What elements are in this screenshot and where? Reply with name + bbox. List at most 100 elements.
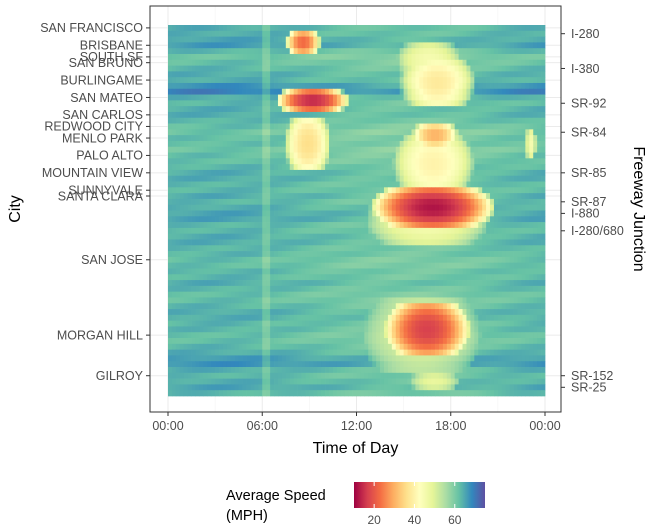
heatmap-cell xyxy=(466,111,471,119)
heatmap-cell xyxy=(199,146,204,153)
heatmap-cell xyxy=(423,59,428,66)
heatmap-cell xyxy=(325,88,330,95)
heatmap-cell xyxy=(266,274,271,281)
heatmap-cell xyxy=(321,111,326,119)
heatmap-cell xyxy=(383,146,389,153)
heatmap-cell xyxy=(360,297,365,304)
heatmap-cell xyxy=(254,146,259,153)
heatmap-cell xyxy=(419,222,424,229)
heatmap-cell xyxy=(446,146,452,153)
heatmap-cell xyxy=(501,59,507,66)
heatmap-cell xyxy=(325,280,330,287)
heatmap-cell xyxy=(340,129,346,136)
heatmap-cell xyxy=(258,100,263,107)
heatmap-cell xyxy=(482,94,487,101)
heatmap-cell xyxy=(285,140,291,148)
heatmap-cell xyxy=(222,251,228,258)
heatmap-cell xyxy=(266,204,271,211)
heatmap-cell xyxy=(391,140,397,148)
heatmap-cell xyxy=(517,88,522,95)
heatmap-cell xyxy=(219,251,224,258)
heatmap-cell xyxy=(168,245,173,252)
heatmap-cell xyxy=(395,152,401,159)
heatmap-cell xyxy=(329,152,334,159)
heatmap-cell xyxy=(285,285,291,293)
heatmap-cell xyxy=(501,129,507,136)
heatmap-cell xyxy=(423,111,428,119)
heatmap-cell xyxy=(478,204,483,211)
heatmap-cell xyxy=(250,239,255,246)
heatmap-cell xyxy=(344,129,349,136)
heatmap-cell xyxy=(415,222,420,229)
heatmap-cell xyxy=(187,291,192,298)
heatmap-cell xyxy=(222,135,228,142)
heatmap-cell xyxy=(238,309,243,316)
heatmap-cell xyxy=(474,280,479,287)
heatmap-cell xyxy=(533,123,538,130)
heatmap-cell xyxy=(344,262,349,269)
heatmap-cell xyxy=(364,164,369,171)
heatmap-cell xyxy=(219,193,224,200)
heatmap-cell xyxy=(537,216,542,223)
heatmap-cell xyxy=(340,146,346,153)
heatmap-cell xyxy=(364,285,369,293)
heatmap-cell xyxy=(250,245,255,252)
heatmap-cell xyxy=(497,204,503,211)
heatmap-cell xyxy=(317,169,322,177)
heatmap-cell xyxy=(274,106,279,113)
heatmap-cell xyxy=(407,77,412,84)
heatmap-cell xyxy=(356,181,361,188)
heatmap-cell xyxy=(454,303,459,310)
heatmap-cell xyxy=(525,48,530,55)
heatmap-cell xyxy=(517,152,522,159)
heatmap-cell xyxy=(234,193,240,200)
heatmap-cell xyxy=(403,262,408,269)
heatmap-cell xyxy=(497,181,503,188)
heatmap-cell xyxy=(340,25,346,32)
heatmap-cell xyxy=(407,245,412,252)
heatmap-cell xyxy=(411,30,416,37)
heatmap-cell xyxy=(207,239,212,246)
heatmap-cell xyxy=(501,233,507,240)
heatmap-cell xyxy=(270,216,275,223)
heatmap-cell xyxy=(356,193,361,200)
heatmap-cell xyxy=(238,158,243,165)
heatmap-cell xyxy=(293,59,298,66)
heatmap-cell xyxy=(254,135,259,142)
heatmap-cell xyxy=(207,309,212,316)
heatmap-cell xyxy=(230,129,236,136)
heatmap-cell xyxy=(344,320,349,327)
heatmap-cell xyxy=(242,198,247,206)
heatmap-cell xyxy=(541,297,546,304)
heatmap-cell xyxy=(277,59,283,66)
heatmap-cell xyxy=(399,36,404,43)
heatmap-cell xyxy=(509,65,514,72)
heatmap-cell xyxy=(427,245,432,252)
heatmap-cell xyxy=(497,77,503,84)
heatmap-cell xyxy=(199,239,204,246)
heatmap-cell xyxy=(195,82,200,90)
heatmap-cell xyxy=(391,285,397,293)
heatmap-cell xyxy=(168,94,173,101)
heatmap-cell xyxy=(242,65,247,72)
heatmap-cell xyxy=(438,169,444,177)
heatmap-cell xyxy=(266,106,271,113)
heatmap-cell xyxy=(450,88,456,95)
heatmap-cell xyxy=(466,256,471,264)
heatmap-cell xyxy=(195,71,200,78)
heatmap-cell xyxy=(301,256,306,264)
heatmap-cell xyxy=(391,42,397,49)
heatmap-cell xyxy=(383,53,389,61)
heatmap-cell xyxy=(297,135,302,142)
heatmap-cell xyxy=(317,117,322,124)
heatmap-cell xyxy=(368,280,373,287)
heatmap-cell xyxy=(533,222,538,229)
heatmap-cell xyxy=(380,77,385,84)
heatmap-cell xyxy=(458,100,463,107)
heatmap-cell xyxy=(415,59,420,66)
heatmap-cell xyxy=(450,285,456,293)
heatmap-cell xyxy=(266,210,271,217)
heatmap-cell xyxy=(179,222,185,229)
heatmap-cell xyxy=(360,164,365,171)
heatmap-cell xyxy=(399,164,404,171)
